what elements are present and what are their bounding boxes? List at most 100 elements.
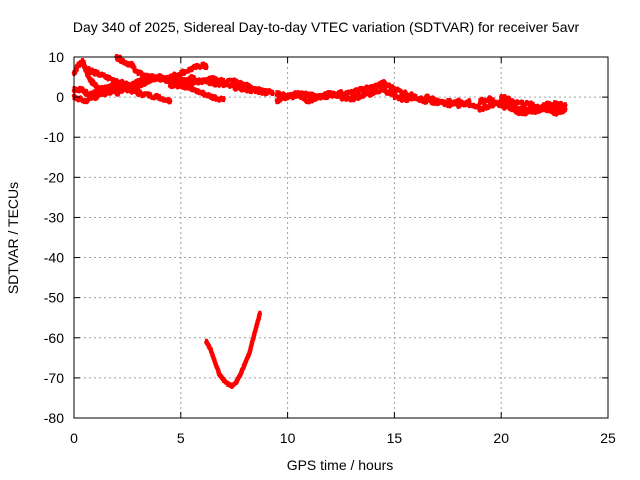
data-point [83, 98, 87, 105]
data-point [93, 90, 97, 97]
data-point [189, 86, 193, 93]
data-point [136, 70, 140, 77]
data-point [226, 380, 230, 387]
data-point [85, 90, 89, 97]
data-point [147, 78, 151, 85]
data-point [271, 90, 275, 97]
data-point [264, 90, 268, 97]
data-point [239, 370, 243, 377]
data-point [209, 346, 213, 353]
data-point [275, 90, 279, 97]
x-tick-label: 25 [600, 430, 616, 446]
y-tick-label: -50 [44, 290, 64, 306]
data-point [531, 106, 535, 113]
data-point [211, 94, 215, 101]
data-point [382, 80, 386, 87]
y-tick-label: -30 [44, 209, 64, 225]
data-point [286, 94, 290, 101]
data-point [489, 102, 493, 109]
data-point [350, 96, 354, 103]
data-point [339, 94, 343, 101]
data-point [371, 90, 375, 97]
series-trace [204, 310, 263, 389]
data-point [446, 102, 450, 109]
data-point [93, 70, 97, 77]
data-point [478, 98, 482, 105]
data-point [222, 376, 226, 383]
data-point [93, 82, 97, 89]
data-point [467, 102, 471, 109]
data-point [510, 106, 514, 113]
data-point [147, 92, 151, 99]
data-point [200, 78, 204, 85]
series-trace [114, 54, 275, 97]
data-point [307, 92, 311, 99]
data-point [179, 70, 183, 77]
data-point [542, 102, 546, 109]
data-point [360, 92, 364, 99]
data-point [222, 82, 226, 89]
data-point [489, 96, 493, 103]
data-point [211, 76, 215, 83]
series-trace [167, 74, 269, 97]
data-point [360, 86, 364, 93]
x-tick-label: 5 [177, 430, 185, 446]
data-point [217, 370, 221, 377]
data-point [256, 318, 260, 325]
data-point [403, 90, 407, 97]
data-point [392, 94, 396, 101]
y-tick-label: -10 [44, 129, 64, 145]
data-point [168, 78, 172, 85]
data-point [213, 358, 217, 365]
data-point [222, 96, 226, 103]
data-point [243, 86, 247, 93]
data-point [531, 102, 535, 109]
data-point [499, 102, 503, 109]
data-point [499, 98, 503, 105]
data-point [115, 90, 119, 97]
x-tick-label: 15 [387, 430, 403, 446]
data-point [130, 62, 134, 69]
data-point [168, 82, 172, 89]
data-point [243, 360, 247, 367]
data-point [542, 106, 546, 113]
data-point [93, 94, 97, 101]
y-axis-label: SDTVAR / TECUs [5, 182, 21, 294]
data-point [435, 98, 439, 105]
data-point [258, 310, 262, 317]
data-point [510, 98, 514, 105]
y-tick-label: -60 [44, 330, 64, 346]
data-point [78, 86, 82, 93]
data-point [478, 106, 482, 113]
data-point [232, 78, 236, 85]
data-point [521, 100, 525, 107]
data-point [467, 98, 471, 105]
data-point [563, 106, 567, 113]
data-point [307, 98, 311, 105]
data-point [424, 94, 428, 101]
data-point [403, 96, 407, 103]
data-point [254, 86, 258, 93]
data-point [115, 86, 119, 93]
data-point [232, 84, 236, 91]
data-point [414, 94, 418, 101]
x-axis-label: GPS time / hours [287, 457, 394, 473]
data-point [136, 90, 140, 97]
data-point [222, 78, 226, 85]
data-point [499, 94, 503, 101]
data-point [328, 92, 332, 99]
data-point [296, 90, 300, 97]
data-point [275, 98, 279, 105]
y-tick-label: -70 [44, 370, 64, 386]
data-point [521, 110, 525, 117]
data-point [563, 102, 567, 109]
data-point [136, 86, 140, 93]
data-point [157, 94, 161, 101]
data-point [115, 78, 119, 85]
chart-title: Day 340 of 2025, Sidereal Day-to-day VTE… [73, 19, 580, 35]
data-point [204, 64, 208, 71]
data-point [81, 58, 85, 65]
data-point [371, 84, 375, 91]
data-point [247, 350, 251, 357]
